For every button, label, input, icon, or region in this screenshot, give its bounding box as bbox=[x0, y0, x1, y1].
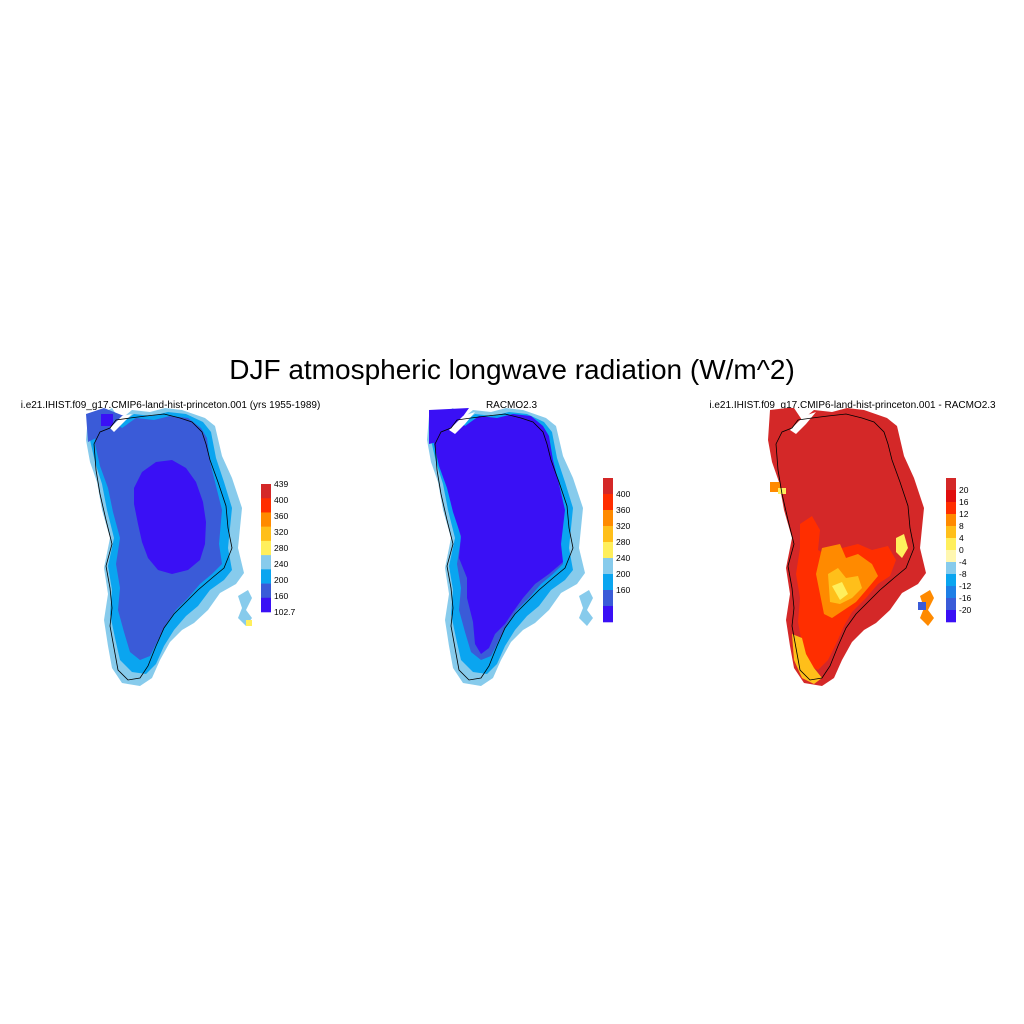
colorbar-swatch bbox=[261, 583, 271, 599]
colorbar-model-group: 439 400 360 320 280 240 200 160 102.7 bbox=[261, 479, 296, 617]
figure-title: DJF atmospheric longwave radiation (W/m^… bbox=[229, 354, 795, 385]
colorbar-tick-label: 240 bbox=[274, 559, 288, 569]
southwest-coast bbox=[792, 634, 822, 684]
colorbar-swatch bbox=[261, 597, 271, 613]
colorbar-swatch bbox=[261, 540, 271, 556]
colorbar-tick-label: 240 bbox=[616, 553, 630, 563]
region-yellow bbox=[832, 582, 848, 600]
region-core bbox=[434, 414, 565, 654]
colorbar-tick-label: 439 bbox=[274, 479, 288, 489]
colorbar-tick-label: 360 bbox=[616, 505, 630, 515]
east-coast-yellow bbox=[896, 534, 908, 558]
colorbar-swatch bbox=[261, 555, 271, 570]
colorbar-tick-label: -4 bbox=[959, 557, 967, 567]
nw-coast-yellow bbox=[778, 488, 786, 494]
greenland-map-racmo bbox=[427, 408, 593, 686]
colorbar-swatch bbox=[603, 590, 613, 607]
greenland-map-model bbox=[86, 408, 252, 686]
colorbar-swatch bbox=[946, 610, 956, 623]
colorbar-tick-label: 200 bbox=[616, 569, 630, 579]
panel-model: i.e21.IHIST.f09_g17.CMIP6-land-hist-prin… bbox=[0, 398, 341, 698]
colorbar-swatch bbox=[603, 510, 613, 527]
colorbar-tick-label: 160 bbox=[274, 591, 288, 601]
colorbar-swatch bbox=[261, 512, 271, 527]
land-gap bbox=[790, 412, 816, 434]
svalbard-patch bbox=[579, 590, 593, 626]
colorbar-difference-group: 20 16 12 8 4 0 -4 -8 -12 -16 -20 bbox=[946, 478, 972, 623]
colorbar-tick-label: 0 bbox=[959, 545, 964, 555]
coastline bbox=[775, 413, 915, 681]
colorbar-tick-label: 102.7 bbox=[274, 607, 296, 617]
colorbar-tick-label: 280 bbox=[274, 543, 288, 553]
colorbar-swatch bbox=[946, 514, 956, 527]
colorbar-model: 439 400 360 320 280 240 200 160 102.7 bbox=[261, 479, 296, 617]
colorbar-swatch bbox=[946, 550, 956, 563]
colorbar-racmo-group: 400 360 320 280 240 200 160 bbox=[603, 478, 630, 623]
colorbar-tick-label: 12 bbox=[959, 509, 969, 519]
colorbar-tick-label: 400 bbox=[274, 495, 288, 505]
colorbar-swatch bbox=[946, 502, 956, 515]
colorbar-swatch bbox=[603, 606, 613, 623]
region-core bbox=[134, 460, 206, 574]
colorbar-swatch bbox=[261, 569, 271, 584]
colorbar-swatch bbox=[946, 490, 956, 503]
coastline bbox=[93, 413, 233, 681]
colorbar-swatch bbox=[946, 598, 956, 611]
colorbar-tick-label: 200 bbox=[274, 575, 288, 585]
colorbar-swatch bbox=[603, 526, 613, 543]
colorbar-tick-label: 360 bbox=[274, 511, 288, 521]
colorbar-swatch bbox=[603, 494, 613, 511]
colorbar-swatch bbox=[261, 526, 271, 542]
colorbar-tick-label: 4 bbox=[959, 533, 964, 543]
colorbar-tick-label: 16 bbox=[959, 497, 969, 507]
colorbar-tick-label: 8 bbox=[959, 521, 964, 531]
greenland-field-difference bbox=[768, 408, 934, 686]
coastline bbox=[434, 413, 574, 681]
colorbar-swatch bbox=[946, 574, 956, 587]
panel-title-model: i.e21.IHIST.f09_g17.CMIP6-land-hist-prin… bbox=[20, 400, 321, 411]
colorbar-tick-label: 400 bbox=[616, 489, 630, 499]
colorbar-swatch bbox=[261, 484, 271, 499]
top-left-square bbox=[101, 414, 113, 426]
nw-coast-orange bbox=[770, 482, 780, 492]
colorbar-tick-label: 160 bbox=[616, 585, 630, 595]
colorbar-tick-label: 20 bbox=[959, 485, 969, 495]
colorbar-swatch bbox=[603, 542, 613, 559]
svalbard-patch bbox=[920, 590, 934, 626]
svalbard-blue bbox=[918, 602, 926, 610]
greenland-field-model bbox=[86, 408, 252, 686]
colorbar-tick-label: -20 bbox=[959, 605, 972, 615]
greenland-map-difference bbox=[768, 408, 934, 686]
svalbard-yellow bbox=[246, 620, 252, 626]
colorbar-swatch bbox=[946, 562, 956, 575]
colorbar-tick-label: 320 bbox=[274, 527, 288, 537]
colorbar-tick-label: -8 bbox=[959, 569, 967, 579]
colorbar-tick-label: -16 bbox=[959, 593, 972, 603]
colorbar-difference: 20 16 12 8 4 0 -4 -8 -12 -16 -20 bbox=[946, 478, 972, 623]
colorbar-racmo: 400 360 320 280 240 200 160 bbox=[603, 478, 630, 623]
panel-difference: i.e21.IHIST.f09_g17.CMIP6-land-hist-prin… bbox=[682, 398, 1023, 698]
top-left-block bbox=[429, 408, 469, 444]
panel-title-racmo: RACMO2.3 bbox=[485, 400, 538, 411]
colorbar-tick-label: 280 bbox=[616, 537, 630, 547]
region-yellow-orange bbox=[828, 568, 862, 604]
land-gap bbox=[449, 412, 475, 434]
panel-racmo: RACMO2.3 400 360 320 280 240 200 160 bbox=[341, 398, 682, 698]
colorbar-swatch bbox=[946, 478, 956, 491]
panel-title-difference: i.e21.IHIST.f09_g17.CMIP6-land-hist-prin… bbox=[709, 400, 996, 411]
colorbar-swatch bbox=[261, 498, 271, 513]
colorbar-swatch bbox=[603, 478, 613, 495]
colorbar-swatch bbox=[946, 586, 956, 599]
colorbar-swatch bbox=[946, 526, 956, 539]
colorbar-swatch bbox=[603, 574, 613, 591]
colorbar-swatch bbox=[946, 538, 956, 551]
greenland-field-racmo bbox=[427, 408, 593, 686]
svalbard-patch bbox=[238, 590, 252, 626]
colorbar-tick-label: 320 bbox=[616, 521, 630, 531]
colorbar-tick-label: -12 bbox=[959, 581, 972, 591]
colorbar-swatch bbox=[603, 558, 613, 575]
